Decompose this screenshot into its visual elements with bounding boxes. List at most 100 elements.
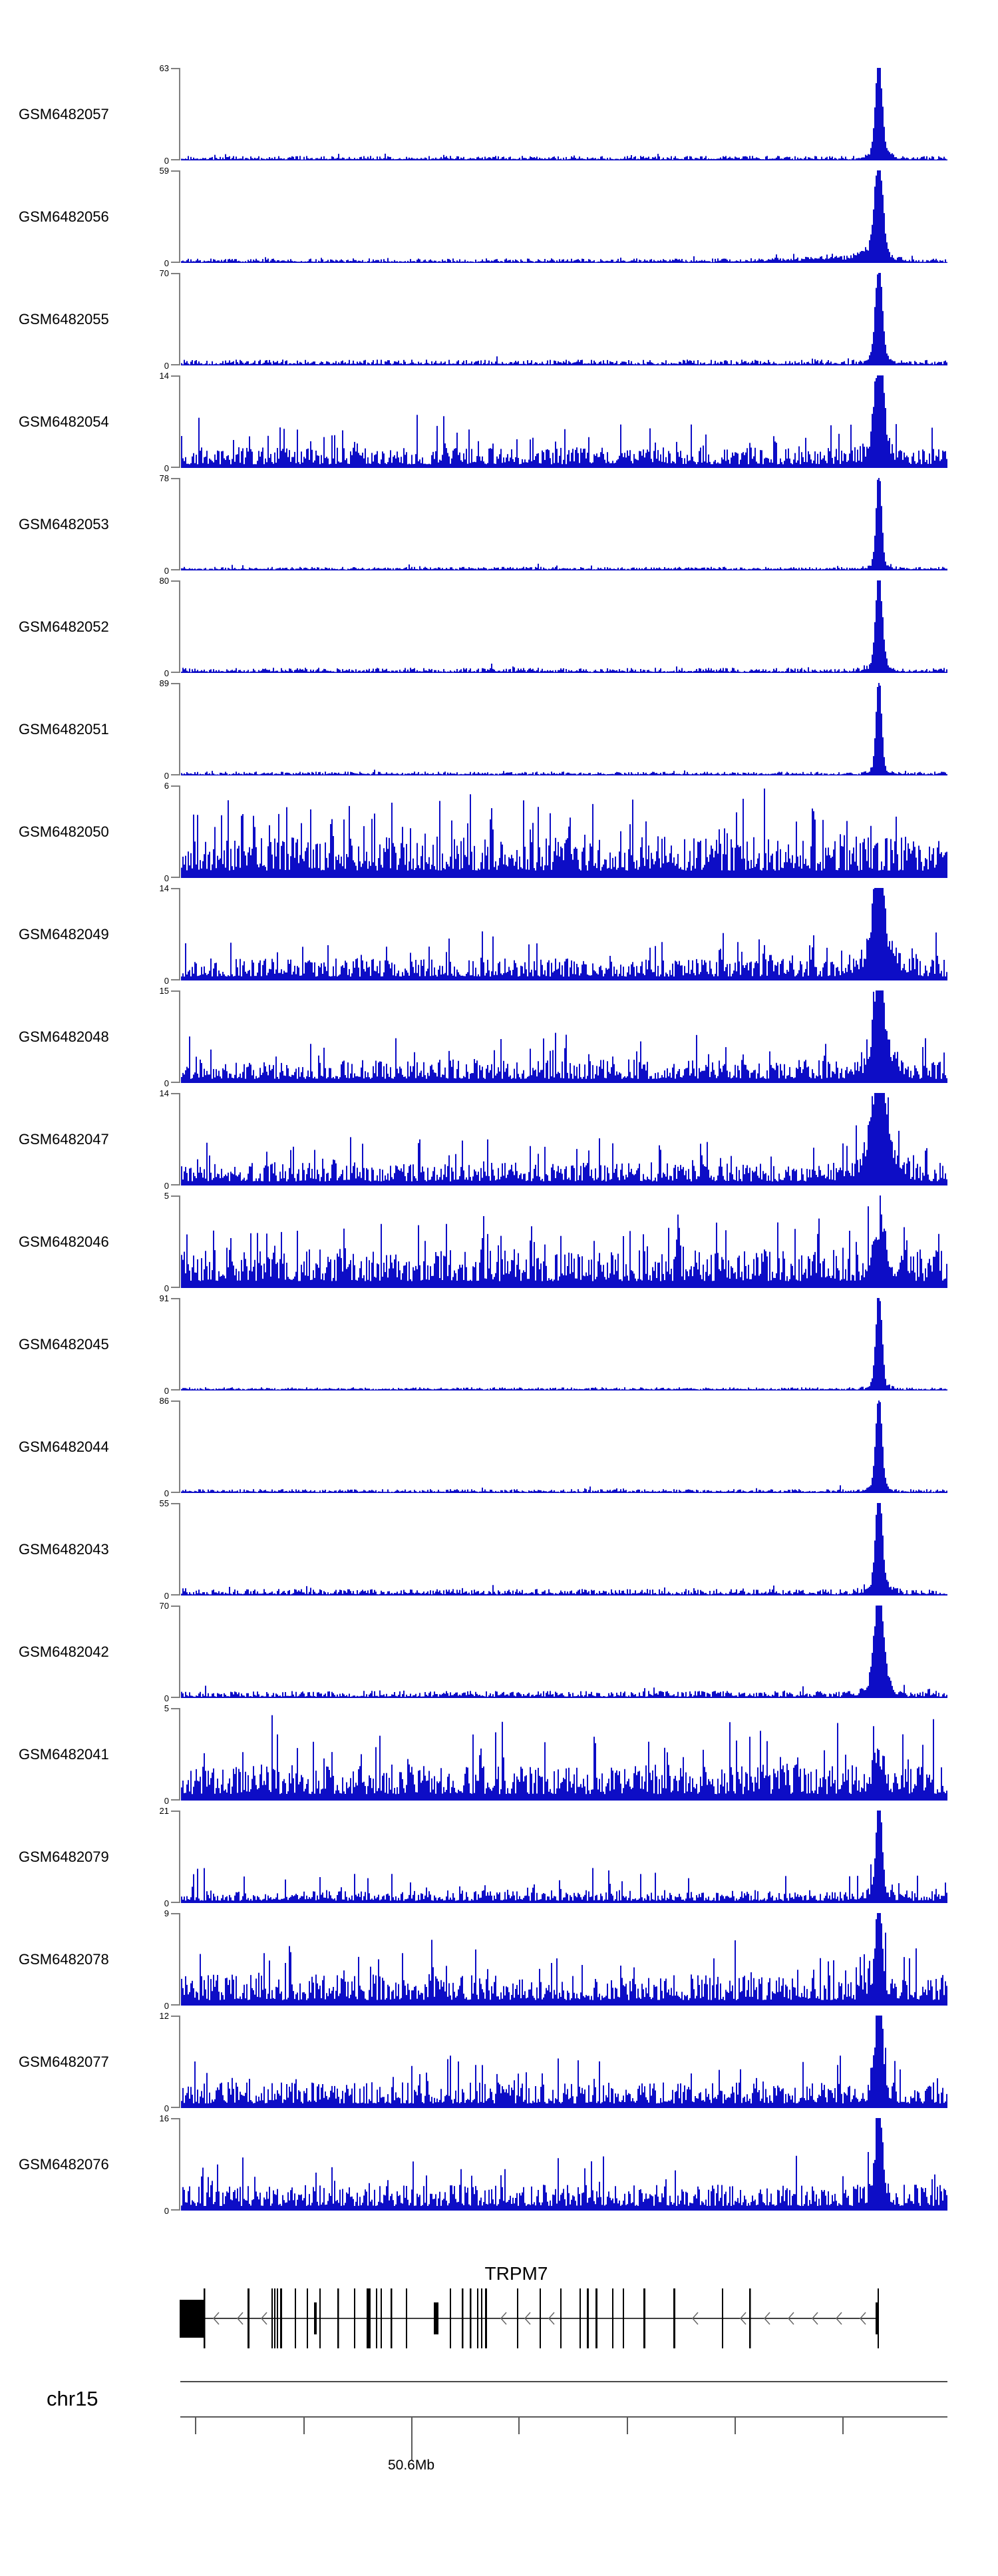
track-y-axis [179,1708,180,1801]
track-y-axis [179,478,180,570]
gene-exon-bar [314,2302,317,2334]
track-zero-label: 0 [164,156,169,166]
track-y-axis-zero-tick [171,979,179,980]
track-y-axis-zero-tick [171,364,179,365]
track-ymax-label: 80 [159,576,169,586]
track-zero-label: 0 [164,361,169,371]
track-y-axis-zero-tick [171,1184,179,1185]
track-y-axis-top-tick [171,683,179,684]
gene-exon-bar [248,2288,250,2348]
track-label: GSM6482053 [19,515,109,533]
track-y-axis-top-tick [171,1298,179,1299]
strand-direction-chevron-icon [787,2312,794,2325]
track-label: GSM6482054 [19,413,109,430]
strand-direction-chevron-icon [260,2312,267,2325]
track-zero-label: 0 [164,1591,169,1601]
strand-direction-chevron-icon [811,2312,818,2325]
track-y-axis-top-tick [171,580,179,582]
gene-exon-bar [367,2288,371,2348]
track-label: GSM6482079 [19,1848,109,1865]
gene-exon-bar [204,2288,206,2348]
track-zero-label: 0 [164,1898,169,1908]
chromosome-label: chr15 [47,2387,98,2410]
gene-exon-bar [406,2288,407,2348]
track-label: GSM6482043 [19,1540,109,1558]
strand-direction-chevron-icon [739,2312,747,2325]
track-signal-histogram [181,273,947,365]
track-label: GSM6482044 [19,1438,109,1455]
track-ymax-label: 63 [159,63,169,73]
track-y-axis [179,1606,180,1698]
track-zero-label: 0 [164,771,169,781]
gene-exon-bar [560,2288,562,2348]
gene-exon-bar [612,2288,613,2348]
ruler-minor-tick [195,2416,196,2434]
track-y-axis [179,2016,180,2108]
track-y-axis [179,683,180,775]
track-zero-label: 0 [164,1181,169,1191]
gene-terminal-exon-box [180,2300,205,2338]
track-signal-histogram [181,1913,947,2006]
track-label: GSM6482041 [19,1745,109,1763]
ruler-minor-tick [303,2416,305,2434]
track-y-axis-zero-tick [171,2004,179,2006]
ruler-baseline [180,2416,947,2418]
track-ymax-label: 14 [159,1088,169,1098]
track-label: GSM6482050 [19,823,109,840]
track-ymax-label: 55 [159,1498,169,1508]
strand-direction-chevron-icon [548,2312,555,2325]
gene-exon-bar [477,2288,478,2348]
track-label: GSM6482076 [19,2155,109,2173]
track-y-axis [179,1195,180,1288]
track-y-axis-zero-tick [171,774,179,775]
strand-direction-chevron-icon [524,2312,531,2325]
track-zero-label: 0 [164,258,169,268]
track-ymax-label: 14 [159,883,169,893]
track-signal-histogram [181,1606,947,1698]
track-y-axis [179,785,180,878]
gene-exon-bar [280,2288,282,2348]
ruler-minor-tick [518,2416,520,2434]
track-y-axis-top-tick [171,1708,179,1709]
track-y-axis-zero-tick [171,467,179,468]
track-label: GSM6482057 [19,105,109,122]
gene-exon-bar [307,2288,308,2348]
track-signal-histogram [181,478,947,570]
track-y-axis-top-tick [171,1811,179,1812]
gene-exon-bar [450,2288,451,2348]
separator-line [180,2381,947,2382]
track-ymax-label: 21 [159,1806,169,1816]
track-y-axis-zero-tick [171,2107,179,2108]
track-zero-label: 0 [164,1488,169,1498]
track-y-axis-top-tick [171,273,179,274]
gene-exon-bar [485,2288,487,2348]
track-signal-histogram [181,1298,947,1391]
track-zero-label: 0 [164,1796,169,1806]
gene-exon-bar [462,2288,464,2348]
track-signal-histogram [181,2118,947,2211]
track-ymax-label: 6 [164,781,169,791]
ruler-minor-tick [627,2416,628,2434]
track-y-axis-top-tick [171,170,179,172]
track-ymax-label: 5 [164,1191,169,1201]
track-y-axis-zero-tick [171,1697,179,1698]
track-y-axis-zero-tick [171,569,179,570]
gene-exon-bar [295,2288,296,2348]
track-y-axis-top-tick [171,2016,179,2017]
track-zero-label: 0 [164,463,169,473]
track-signal-histogram [181,1811,947,1903]
track-label: GSM6482046 [19,1233,109,1250]
track-label: GSM6482047 [19,1130,109,1148]
track-ymax-label: 15 [159,986,169,996]
track-y-axis-top-tick [171,375,179,377]
track-y-axis-zero-tick [171,672,179,673]
gene-name-label: TRPM7 [484,2263,548,2284]
gene-model-svg [180,2288,879,2348]
track-signal-histogram [181,580,947,673]
track-y-axis-zero-tick [171,2209,179,2211]
track-label: GSM6482078 [19,1950,109,1968]
gene-exon-bar [580,2288,581,2348]
track-label: GSM6482077 [19,2053,109,2070]
track-ymax-label: 89 [159,678,169,688]
track-zero-label: 0 [164,1386,169,1396]
